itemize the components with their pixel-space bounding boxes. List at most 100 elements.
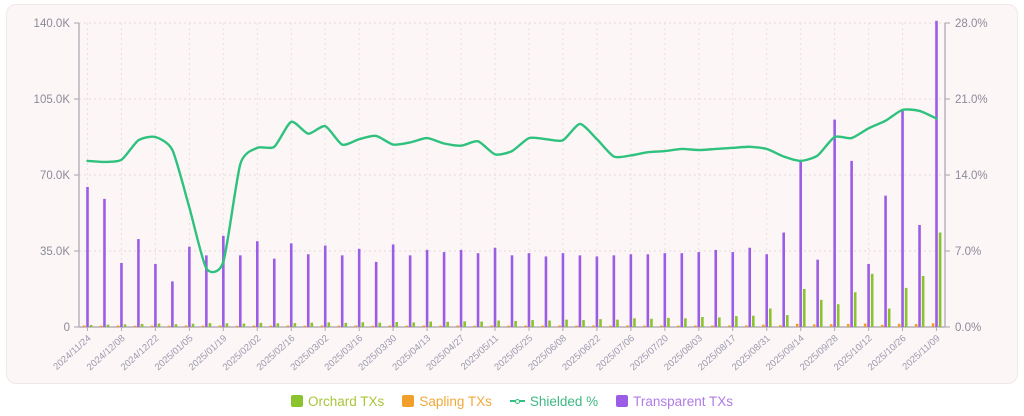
bar[interactable] <box>711 325 714 327</box>
bar[interactable] <box>289 243 293 327</box>
bar[interactable] <box>89 325 93 327</box>
bar[interactable] <box>354 325 358 327</box>
bar[interactable] <box>867 264 870 327</box>
bar[interactable] <box>412 322 416 327</box>
bar[interactable] <box>735 316 738 327</box>
bar[interactable] <box>595 256 599 327</box>
bar[interactable] <box>191 323 195 327</box>
bar[interactable] <box>507 325 510 327</box>
bar[interactable] <box>476 253 480 327</box>
bar[interactable] <box>473 325 476 327</box>
bar-series-orchard-txs[interactable] <box>89 232 942 327</box>
bar[interactable] <box>626 325 629 327</box>
bar[interactable] <box>259 322 263 327</box>
bar[interactable] <box>752 315 755 327</box>
bar[interactable] <box>701 317 704 327</box>
bar[interactable] <box>728 325 731 327</box>
bar[interactable] <box>643 325 646 327</box>
bar[interactable] <box>425 249 429 327</box>
chart-line-shielded-pct[interactable] <box>86 108 938 274</box>
bar[interactable] <box>361 322 365 327</box>
bar[interactable] <box>802 289 806 327</box>
bar[interactable] <box>337 325 341 327</box>
bar-series-sapling-txs[interactable] <box>82 323 935 327</box>
bar[interactable] <box>388 325 392 327</box>
bar[interactable] <box>629 254 633 327</box>
bar[interactable] <box>99 325 103 327</box>
bar[interactable] <box>745 325 748 327</box>
bar[interactable] <box>276 323 280 327</box>
bar[interactable] <box>480 321 483 327</box>
bar[interactable] <box>829 324 833 327</box>
bar[interactable] <box>174 324 178 327</box>
bar[interactable] <box>306 254 310 327</box>
bar[interactable] <box>880 324 884 327</box>
bar[interactable] <box>870 273 874 327</box>
bar[interactable] <box>714 249 718 327</box>
bar[interactable] <box>422 325 425 327</box>
bar[interactable] <box>527 253 531 327</box>
bar[interactable] <box>242 323 246 327</box>
legend-item-orchard-txs[interactable]: Orchard TXs <box>291 394 384 409</box>
bar[interactable] <box>684 318 687 327</box>
bar[interactable] <box>785 315 789 327</box>
bar[interactable] <box>446 321 449 327</box>
bar[interactable] <box>323 245 327 327</box>
bar[interactable] <box>86 186 89 327</box>
legend-item-shielded[interactable]: Shielded % <box>509 394 598 409</box>
bar[interactable] <box>184 325 188 327</box>
bar[interactable] <box>524 325 527 327</box>
bar[interactable] <box>680 253 684 327</box>
bar[interactable] <box>646 254 650 327</box>
bar[interactable] <box>836 304 840 327</box>
bar[interactable] <box>938 232 942 327</box>
bar[interactable] <box>718 317 721 327</box>
bar[interactable] <box>463 321 466 327</box>
bar[interactable] <box>371 325 375 327</box>
bar[interactable] <box>150 325 154 327</box>
bar[interactable] <box>863 323 867 327</box>
bar[interactable] <box>935 20 938 327</box>
bar[interactable] <box>116 325 120 327</box>
bar[interactable] <box>208 323 212 327</box>
bar[interactable] <box>133 325 137 327</box>
bar[interactable] <box>167 325 171 327</box>
bar[interactable] <box>833 119 836 327</box>
bar[interactable] <box>918 224 921 327</box>
bar[interactable] <box>439 325 442 327</box>
bar[interactable] <box>171 281 174 327</box>
bar[interactable] <box>327 322 331 327</box>
bar[interactable] <box>765 254 769 327</box>
bar[interactable] <box>897 323 901 327</box>
bar[interactable] <box>599 319 602 327</box>
bar[interactable] <box>391 244 395 327</box>
bar[interactable] <box>650 318 653 327</box>
bar[interactable] <box>769 308 772 327</box>
line-path[interactable] <box>86 108 938 274</box>
bar[interactable] <box>694 325 697 327</box>
bar[interactable] <box>201 325 205 327</box>
chart-plot-area[interactable]: 0 35.0K 70.0K 105.0K 140.0K 0.0% 7.0% 14.0% 21.0… <box>7 5 1019 385</box>
bar[interactable] <box>497 320 500 327</box>
bar[interactable] <box>663 253 667 327</box>
bar[interactable] <box>493 247 497 327</box>
bar[interactable] <box>374 261 378 327</box>
bar[interactable] <box>531 320 534 327</box>
bar[interactable] <box>459 249 463 327</box>
bar[interactable] <box>340 255 344 327</box>
bar[interactable] <box>846 323 850 327</box>
bar[interactable] <box>123 324 127 327</box>
bar[interactable] <box>544 256 548 327</box>
bar[interactable] <box>795 323 799 327</box>
bar[interactable] <box>310 322 314 327</box>
bar[interactable] <box>677 325 680 327</box>
bar[interactable] <box>616 319 619 327</box>
bar[interactable] <box>578 255 582 327</box>
bar[interactable] <box>252 325 256 327</box>
bar[interactable] <box>490 325 493 327</box>
bar[interactable] <box>812 324 816 327</box>
bar[interactable] <box>120 262 123 327</box>
bar[interactable] <box>748 247 752 327</box>
bar[interactable] <box>303 325 307 327</box>
bar[interactable] <box>558 325 561 327</box>
